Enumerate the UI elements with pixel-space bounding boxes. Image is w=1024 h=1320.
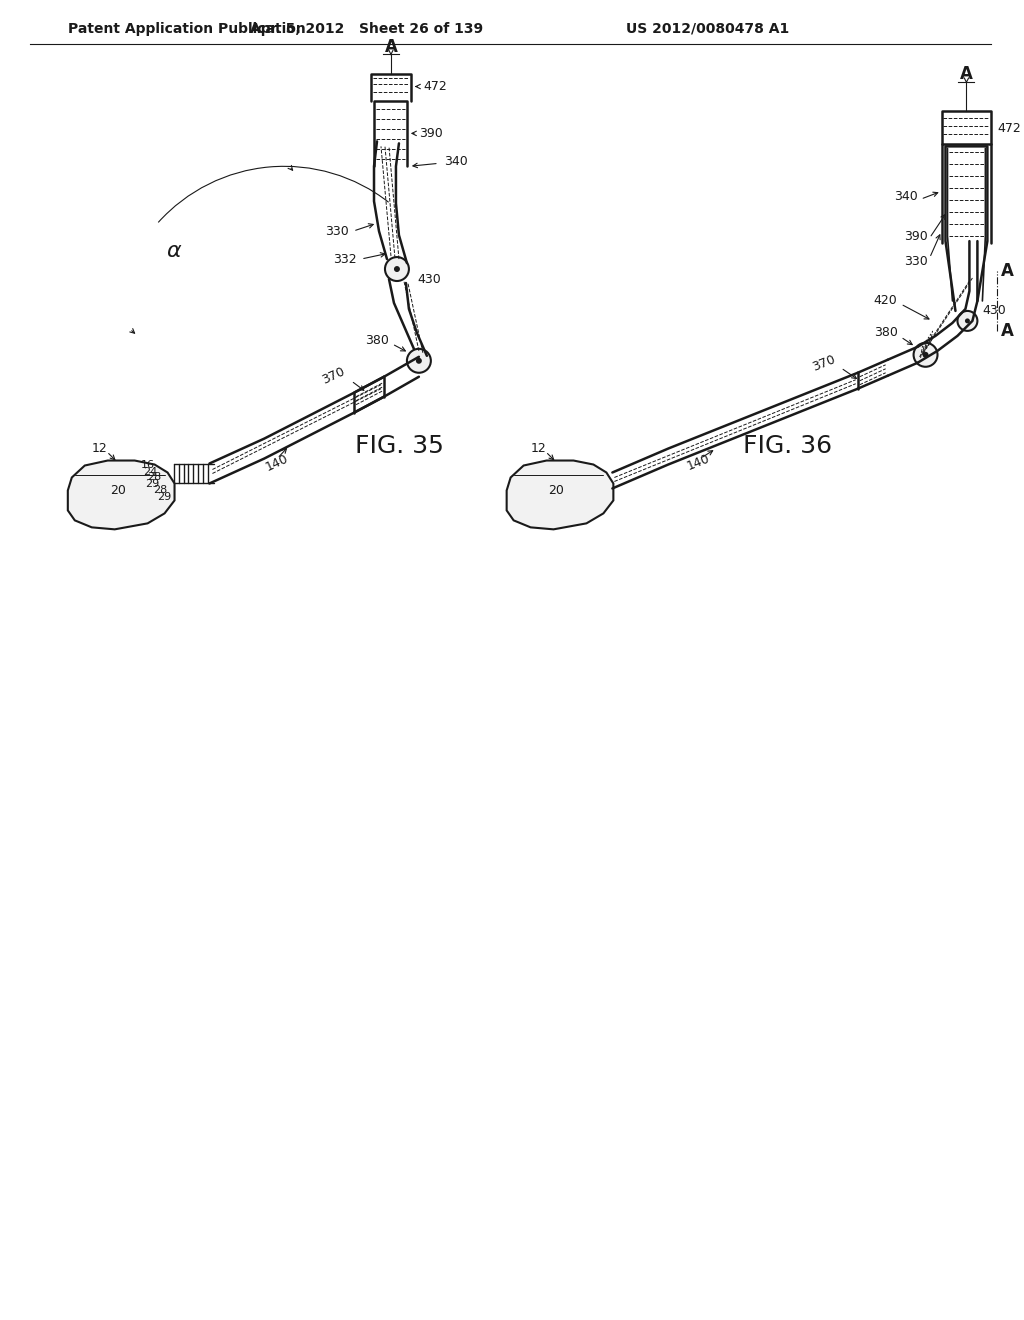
- Text: 390: 390: [904, 230, 928, 243]
- Text: 430: 430: [982, 305, 1007, 317]
- Circle shape: [407, 348, 431, 372]
- Text: 340: 340: [443, 154, 468, 168]
- Text: A: A: [385, 38, 397, 55]
- Circle shape: [965, 318, 970, 323]
- Text: FIG. 36: FIG. 36: [743, 433, 833, 458]
- Text: 20: 20: [549, 484, 564, 496]
- Text: 20: 20: [110, 484, 126, 496]
- Circle shape: [957, 312, 977, 331]
- Text: 29: 29: [158, 492, 172, 503]
- Text: A: A: [1000, 263, 1014, 280]
- Text: 472: 472: [997, 121, 1021, 135]
- Circle shape: [416, 358, 422, 364]
- Text: 380: 380: [873, 326, 898, 339]
- Text: 330: 330: [326, 224, 349, 238]
- Text: 332: 332: [334, 252, 357, 265]
- Text: 12: 12: [530, 442, 547, 455]
- Text: 390: 390: [419, 127, 442, 140]
- Text: 16: 16: [140, 459, 155, 470]
- Text: 430: 430: [417, 272, 440, 285]
- Text: 420: 420: [873, 294, 898, 308]
- Text: 12: 12: [92, 442, 108, 455]
- Polygon shape: [507, 461, 613, 529]
- Text: 380: 380: [366, 334, 389, 347]
- Text: 472: 472: [423, 81, 446, 92]
- Text: 370: 370: [811, 352, 838, 374]
- Text: Apr. 5, 2012   Sheet 26 of 139: Apr. 5, 2012 Sheet 26 of 139: [251, 21, 483, 36]
- Text: 28: 28: [147, 473, 162, 483]
- Circle shape: [923, 352, 929, 358]
- Circle shape: [913, 343, 938, 367]
- Polygon shape: [68, 461, 174, 529]
- Text: 370: 370: [319, 364, 347, 387]
- Circle shape: [385, 257, 409, 281]
- Text: 140: 140: [685, 451, 712, 473]
- Text: 340: 340: [894, 190, 918, 203]
- Text: 29: 29: [145, 479, 160, 490]
- Text: 28: 28: [154, 486, 168, 495]
- Text: 24: 24: [143, 466, 158, 477]
- Circle shape: [394, 267, 400, 272]
- Text: A: A: [1000, 322, 1014, 339]
- Text: A: A: [959, 65, 973, 83]
- Text: 140: 140: [264, 451, 291, 474]
- Text: 330: 330: [904, 255, 928, 268]
- Text: $\alpha$: $\alpha$: [166, 242, 182, 261]
- Text: FIG. 35: FIG. 35: [354, 433, 443, 458]
- Text: Patent Application Publication: Patent Application Publication: [68, 21, 305, 36]
- Text: US 2012/0080478 A1: US 2012/0080478 A1: [627, 21, 790, 36]
